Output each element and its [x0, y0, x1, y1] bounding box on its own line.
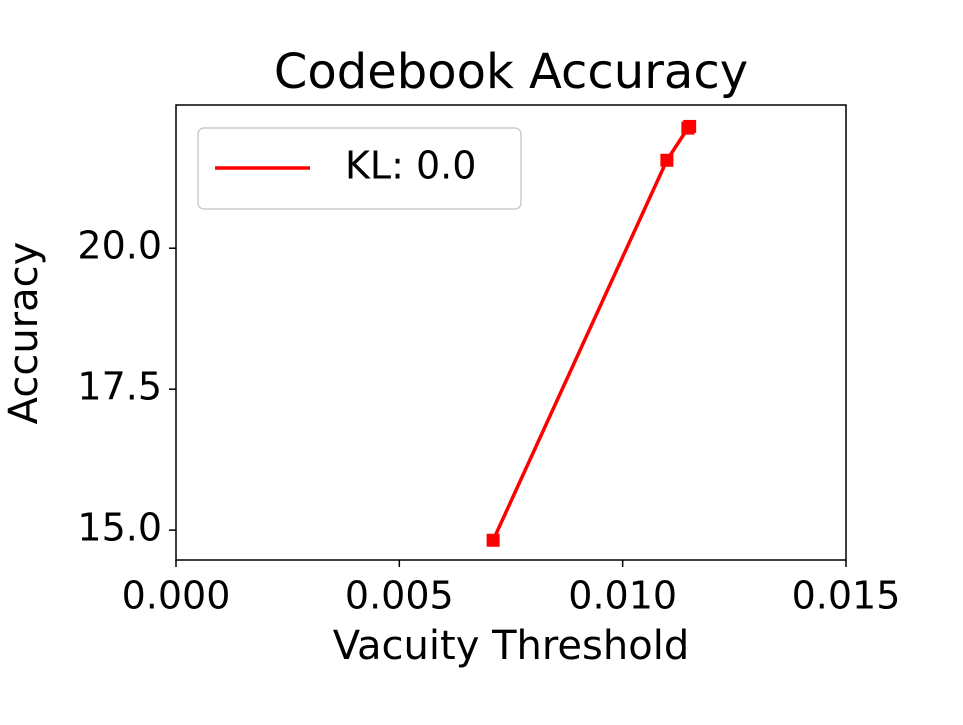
series-line [491, 125, 691, 541]
legend-box [197, 127, 522, 210]
y-tick-label: 15.0 [77, 506, 162, 550]
y-axis-label: Accuracy [1, 242, 47, 425]
x-tick-label: 0.015 [792, 574, 901, 618]
point-marker [486, 533, 500, 547]
y-tick-label: 20.0 [77, 224, 162, 268]
y-tick-label: 17.5 [77, 365, 162, 409]
x-tick-label: 0.000 [122, 574, 231, 618]
x-tick-label: 0.005 [345, 574, 454, 618]
chart-title: Codebook Accuracy [274, 44, 748, 100]
x-tick-label: 0.010 [568, 574, 677, 618]
plot-frame [175, 104, 847, 561]
legend-label: KL: 0.0 [345, 144, 476, 188]
point-marker [660, 153, 674, 167]
point-marker [683, 119, 697, 133]
x-axis-label: Vacuity Threshold [333, 623, 689, 669]
